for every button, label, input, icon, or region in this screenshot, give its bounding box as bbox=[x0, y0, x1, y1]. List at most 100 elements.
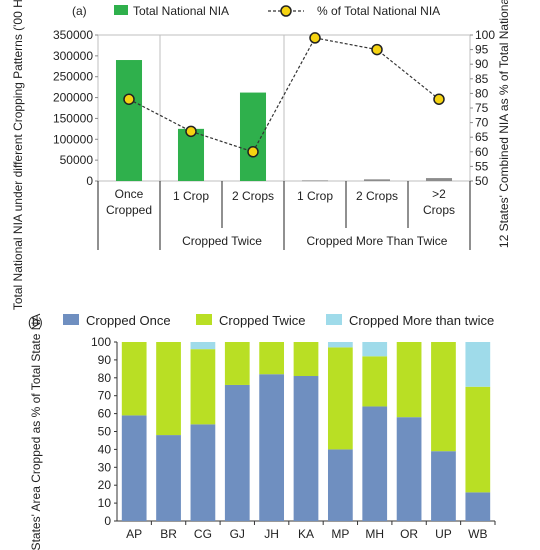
legend-swatch-total-nia bbox=[114, 5, 128, 15]
bar-segment-cropped-once bbox=[259, 374, 285, 521]
y-tick-label-b: 60 bbox=[98, 407, 112, 421]
y-tick-label-left: 350000 bbox=[53, 28, 93, 42]
marker-pct bbox=[371, 43, 383, 56]
legend-swatch-cropped-once bbox=[63, 314, 79, 325]
marker-pct bbox=[123, 93, 135, 105]
legend-label-pct: % of Total National NIA bbox=[317, 4, 440, 18]
legend-a: Total National NIA % of Total National N… bbox=[114, 4, 440, 18]
panel-b-label: (b) bbox=[28, 315, 43, 329]
legend-label-cropped-twice: Cropped Twice bbox=[219, 313, 305, 328]
y-axis-title-b: States' Area Cropped as % of Total State… bbox=[29, 314, 43, 550]
y-tick-label-right: 75 bbox=[475, 101, 489, 115]
x-tick-label-b: KA bbox=[298, 527, 314, 541]
x-tick-label-b: WB bbox=[468, 527, 487, 541]
y-tick-label-right: 50 bbox=[475, 174, 489, 188]
bar-total-nia bbox=[425, 178, 453, 181]
panel-a-label: (a) bbox=[72, 4, 87, 18]
bar-segment-cropped-twice bbox=[293, 342, 319, 377]
group-label: Cropped More Than Twice bbox=[307, 234, 448, 248]
y-tick-label-right: 70 bbox=[475, 116, 489, 130]
marker-pct bbox=[309, 32, 321, 44]
x-tick-label-b: OR bbox=[400, 527, 418, 541]
y-tick-label-b: 90 bbox=[98, 353, 112, 367]
bar-segment-cropped-once bbox=[396, 417, 422, 521]
bar-segment-cropped-more-than-twice bbox=[362, 342, 388, 357]
marker-pct bbox=[247, 146, 259, 158]
y-tick-label-left: 250000 bbox=[53, 70, 93, 84]
group-label: Cropped Twice bbox=[182, 234, 262, 248]
legend-label-cropped-more: Cropped More than twice bbox=[349, 313, 494, 328]
marker-pct bbox=[433, 93, 445, 105]
y-tick-label-right: 80 bbox=[475, 86, 489, 100]
legend-b: Cropped Once Cropped Twice Cropped More … bbox=[63, 313, 494, 328]
chart-panel-b: (b) Cropped Once Cropped Twice Cropped M… bbox=[28, 313, 496, 550]
x-tick-label: 1 Crop bbox=[297, 189, 333, 203]
chart-panel-a: (a) Total National NIA % of Total Nation… bbox=[11, 0, 511, 310]
y-tick-label-left: 200000 bbox=[53, 91, 93, 105]
y-tick-label-left: 300000 bbox=[53, 49, 93, 63]
bar-segment-cropped-once bbox=[156, 435, 181, 521]
x-tick-label: 2 Crops bbox=[356, 189, 398, 203]
bar-segment-cropped-twice bbox=[396, 342, 422, 418]
bar-total-nia bbox=[239, 92, 267, 181]
x-tick-label: Crops bbox=[423, 203, 455, 217]
bar-total-nia bbox=[115, 60, 143, 181]
bar-segment-cropped-twice bbox=[224, 342, 250, 385]
bar-segment-cropped-twice bbox=[259, 342, 285, 375]
y-tick-label-b: 10 bbox=[98, 496, 112, 510]
y-tick-label-b: 70 bbox=[98, 389, 112, 403]
bar-segment-cropped-once bbox=[190, 424, 216, 521]
x-tick-label: >2 bbox=[432, 187, 446, 201]
line-pct-series bbox=[128, 37, 440, 153]
x-tick-label-b: BR bbox=[160, 527, 177, 541]
bar-total-nia bbox=[177, 128, 205, 181]
x-tick-label: Once bbox=[115, 187, 144, 201]
y-tick-label-left: 50000 bbox=[60, 153, 94, 167]
x-tick-label: Cropped bbox=[106, 203, 152, 217]
legend-label-cropped-once: Cropped Once bbox=[86, 313, 171, 328]
bar-total-nia bbox=[363, 179, 391, 181]
bar-segment-cropped-more-than-twice bbox=[190, 342, 216, 350]
bar-segment-cropped-twice bbox=[190, 349, 216, 425]
y-tick-label-right: 90 bbox=[475, 57, 489, 71]
bar-segment-cropped-once bbox=[293, 376, 319, 521]
bar-segment-cropped-twice bbox=[327, 347, 353, 450]
legend-label-total-nia: Total National NIA bbox=[133, 4, 229, 18]
y-tick-label-left: 100000 bbox=[53, 132, 93, 146]
x-tick-label-b: CG bbox=[194, 527, 212, 541]
bar-total-nia bbox=[301, 180, 329, 182]
x-tick-label-b: UP bbox=[435, 527, 452, 541]
bar-segment-cropped-twice bbox=[362, 356, 388, 407]
y-tick-label-b: 0 bbox=[104, 514, 111, 528]
bar-segment-cropped-twice bbox=[431, 342, 456, 452]
bar-segment-cropped-twice bbox=[121, 342, 147, 416]
y-tick-label-right: 100 bbox=[475, 28, 495, 42]
bar-segment-cropped-more-than-twice bbox=[465, 342, 491, 387]
bar-segment-cropped-twice bbox=[156, 342, 181, 436]
y-axis-title-right: 12 States' Combined NIA as % of Total Na… bbox=[497, 0, 511, 248]
y-tick-label-b: 40 bbox=[98, 442, 112, 456]
x-tick-label-b: MH bbox=[365, 527, 384, 541]
y-tick-label-b: 50 bbox=[98, 425, 112, 439]
y-tick-label-b: 80 bbox=[98, 371, 112, 385]
bar-segment-cropped-more-than-twice bbox=[327, 342, 353, 348]
bar-segment-cropped-once bbox=[362, 406, 388, 521]
y-tick-label-right: 65 bbox=[475, 130, 489, 144]
y-tick-label-right: 85 bbox=[475, 72, 489, 86]
x-tick-label-b: AP bbox=[126, 527, 142, 541]
x-tick-label-b: GJ bbox=[230, 527, 245, 541]
bar-segment-cropped-once bbox=[121, 415, 147, 521]
legend-swatch-cropped-twice bbox=[196, 314, 212, 325]
y-tick-label-b: 30 bbox=[98, 460, 112, 474]
y-tick-label-b: 100 bbox=[91, 335, 111, 349]
legend-marker-pct bbox=[280, 5, 292, 17]
y-axis-title-left: Total National NIA under different Cropp… bbox=[11, 0, 25, 310]
legend-swatch-cropped-more bbox=[326, 314, 342, 325]
y-tick-label-right: 55 bbox=[475, 159, 489, 173]
bar-segment-cropped-once bbox=[327, 449, 353, 521]
x-tick-label-b: MP bbox=[331, 527, 349, 541]
y-tick-label-b: 20 bbox=[98, 478, 112, 492]
y-tick-label-left: 0 bbox=[86, 174, 93, 188]
x-tick-label: 2 Crops bbox=[232, 189, 274, 203]
bar-segment-cropped-once bbox=[224, 384, 250, 521]
